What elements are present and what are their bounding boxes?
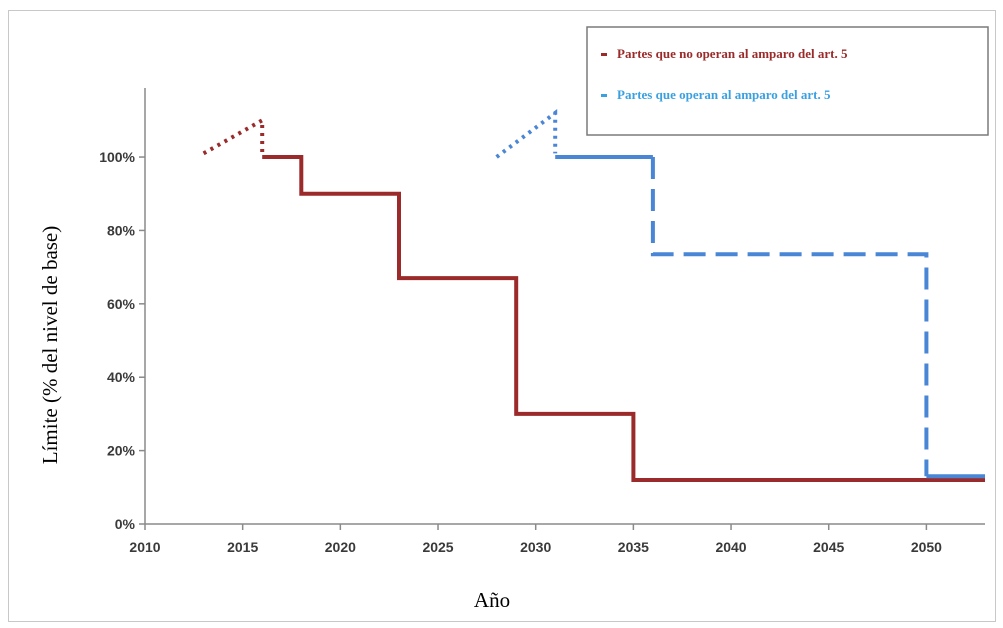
y-ticks: 0% 20% 40% 60% 80% 100% <box>99 149 145 532</box>
x-tick-label: 2010 <box>129 539 160 555</box>
x-tick-label: 2035 <box>618 539 649 555</box>
y-tick-label: 100% <box>99 149 135 165</box>
x-tick-label: 2045 <box>813 539 844 555</box>
series-line-6 <box>495 108 558 159</box>
series-group <box>202 108 985 482</box>
series-line-1 <box>262 155 985 482</box>
y-axis-title: Límite (% del nivel de base) <box>38 226 62 465</box>
legend-items: Partes que no operan al amparo del art. … <box>601 46 848 102</box>
series-line-2 <box>202 116 265 157</box>
y-tick-label: 60% <box>107 296 136 312</box>
series-line-4 <box>650 157 929 477</box>
y-tick-label: 20% <box>107 443 136 459</box>
y-tick-label: 0% <box>115 516 136 532</box>
axes <box>144 88 985 525</box>
x-tick-label: 2025 <box>422 539 453 555</box>
x-ticks: 2010 2015 2020 2025 2030 2035 2040 2045 2050 <box>129 524 942 555</box>
x-tick-label: 2015 <box>227 539 258 555</box>
legend: Partes que no operan al amparo del art. … <box>586 26 989 136</box>
legend-box <box>586 26 989 136</box>
x-tick-label: 2040 <box>715 539 746 555</box>
legend-label: Partes que operan al amparo del art. 5 <box>617 87 831 102</box>
legend-swatch <box>601 94 607 97</box>
y-tick-label: 40% <box>107 369 136 385</box>
x-tick-label: 2050 <box>911 539 942 555</box>
x-tick-label: 2020 <box>325 539 356 555</box>
y-tick-label: 80% <box>107 222 136 238</box>
x-tick-label: 2030 <box>520 539 551 555</box>
legend-label: Partes que no operan al amparo del art. … <box>617 46 848 61</box>
x-axis-title: Año <box>474 588 510 612</box>
legend-swatch <box>601 53 607 56</box>
